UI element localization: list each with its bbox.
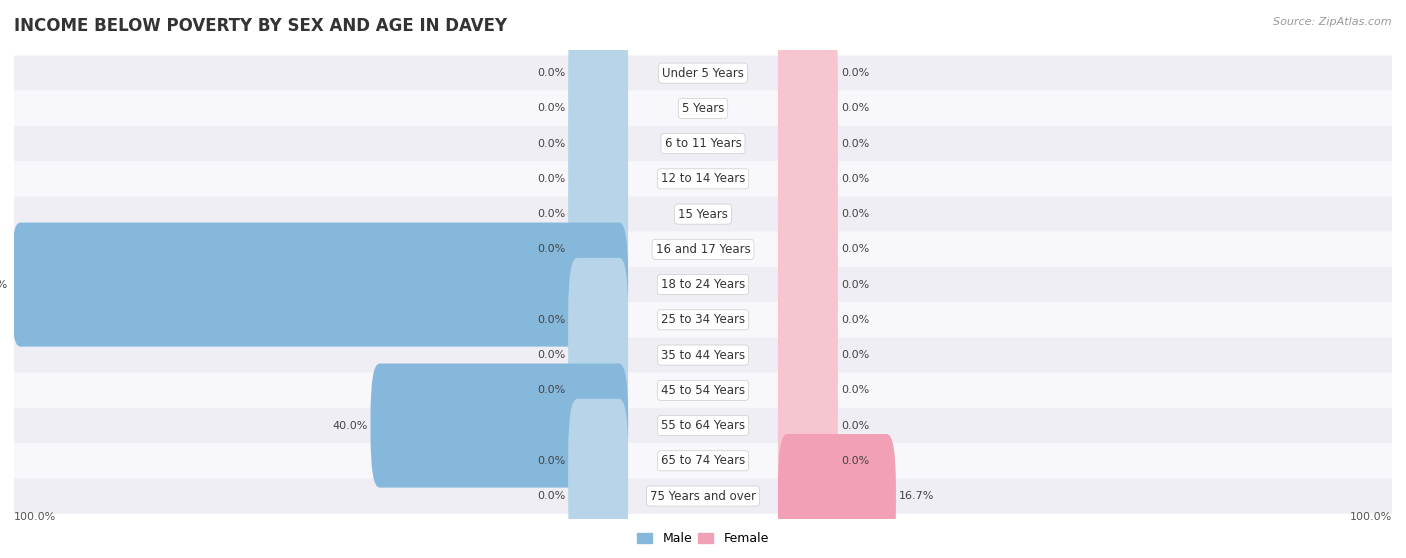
FancyBboxPatch shape: [568, 328, 628, 453]
FancyBboxPatch shape: [14, 338, 1392, 373]
Text: 16.7%: 16.7%: [898, 491, 934, 501]
FancyBboxPatch shape: [14, 443, 1392, 478]
FancyBboxPatch shape: [778, 81, 838, 206]
Text: 0.0%: 0.0%: [537, 138, 565, 148]
FancyBboxPatch shape: [778, 46, 838, 170]
FancyBboxPatch shape: [14, 373, 1392, 408]
Text: 65 to 74 Years: 65 to 74 Years: [661, 454, 745, 467]
Text: 0.0%: 0.0%: [537, 244, 565, 254]
Text: 0.0%: 0.0%: [841, 138, 869, 148]
Text: 25 to 34 Years: 25 to 34 Years: [661, 314, 745, 326]
Text: 100.0%: 100.0%: [1350, 512, 1392, 522]
FancyBboxPatch shape: [14, 161, 1392, 196]
FancyBboxPatch shape: [14, 408, 1392, 443]
Text: Under 5 Years: Under 5 Years: [662, 66, 744, 80]
FancyBboxPatch shape: [778, 258, 838, 382]
FancyBboxPatch shape: [14, 267, 1392, 302]
Text: 0.0%: 0.0%: [537, 350, 565, 360]
FancyBboxPatch shape: [14, 126, 1392, 161]
FancyBboxPatch shape: [568, 117, 628, 241]
FancyBboxPatch shape: [568, 152, 628, 276]
Text: 0.0%: 0.0%: [841, 421, 869, 431]
Text: 6 to 11 Years: 6 to 11 Years: [665, 137, 741, 150]
FancyBboxPatch shape: [778, 152, 838, 276]
Text: 0.0%: 0.0%: [537, 491, 565, 501]
Text: 0.0%: 0.0%: [537, 315, 565, 325]
FancyBboxPatch shape: [568, 11, 628, 135]
FancyBboxPatch shape: [778, 399, 838, 523]
Text: 0.0%: 0.0%: [841, 456, 869, 466]
FancyBboxPatch shape: [778, 328, 838, 453]
FancyBboxPatch shape: [778, 434, 896, 558]
Text: 0.0%: 0.0%: [841, 350, 869, 360]
FancyBboxPatch shape: [568, 293, 628, 417]
Text: 0.0%: 0.0%: [841, 209, 869, 219]
FancyBboxPatch shape: [778, 117, 838, 241]
Text: Source: ZipAtlas.com: Source: ZipAtlas.com: [1274, 17, 1392, 27]
Text: 0.0%: 0.0%: [841, 103, 869, 113]
FancyBboxPatch shape: [14, 91, 1392, 126]
Text: 0.0%: 0.0%: [537, 68, 565, 78]
FancyBboxPatch shape: [568, 46, 628, 170]
FancyBboxPatch shape: [11, 223, 628, 347]
FancyBboxPatch shape: [14, 302, 1392, 338]
FancyBboxPatch shape: [778, 363, 838, 488]
FancyBboxPatch shape: [778, 293, 838, 417]
FancyBboxPatch shape: [371, 363, 628, 488]
Text: 0.0%: 0.0%: [841, 68, 869, 78]
Text: 0.0%: 0.0%: [841, 174, 869, 184]
Text: INCOME BELOW POVERTY BY SEX AND AGE IN DAVEY: INCOME BELOW POVERTY BY SEX AND AGE IN D…: [14, 17, 508, 35]
FancyBboxPatch shape: [568, 258, 628, 382]
Text: 18 to 24 Years: 18 to 24 Years: [661, 278, 745, 291]
FancyBboxPatch shape: [14, 196, 1392, 232]
Text: 15 Years: 15 Years: [678, 208, 728, 220]
FancyBboxPatch shape: [778, 223, 838, 347]
Text: 35 to 44 Years: 35 to 44 Years: [661, 349, 745, 362]
Text: 45 to 54 Years: 45 to 54 Years: [661, 384, 745, 397]
FancyBboxPatch shape: [568, 434, 628, 558]
Text: 5 Years: 5 Years: [682, 102, 724, 115]
FancyBboxPatch shape: [568, 399, 628, 523]
Text: 0.0%: 0.0%: [537, 174, 565, 184]
Text: 0.0%: 0.0%: [841, 244, 869, 254]
Text: 100.0%: 100.0%: [0, 280, 8, 290]
Text: 0.0%: 0.0%: [841, 280, 869, 290]
Text: 55 to 64 Years: 55 to 64 Years: [661, 419, 745, 432]
Text: 0.0%: 0.0%: [841, 315, 869, 325]
Text: 40.0%: 40.0%: [332, 421, 367, 431]
Text: 0.0%: 0.0%: [537, 386, 565, 395]
Text: 0.0%: 0.0%: [537, 456, 565, 466]
Text: 12 to 14 Years: 12 to 14 Years: [661, 172, 745, 185]
Legend: Male, Female: Male, Female: [633, 527, 773, 550]
Text: 0.0%: 0.0%: [841, 386, 869, 395]
Text: 16 and 17 Years: 16 and 17 Years: [655, 243, 751, 256]
Text: 0.0%: 0.0%: [537, 209, 565, 219]
FancyBboxPatch shape: [778, 187, 838, 311]
FancyBboxPatch shape: [568, 81, 628, 206]
FancyBboxPatch shape: [778, 11, 838, 135]
Text: 75 Years and over: 75 Years and over: [650, 489, 756, 503]
FancyBboxPatch shape: [14, 55, 1392, 91]
Text: 0.0%: 0.0%: [537, 103, 565, 113]
FancyBboxPatch shape: [14, 478, 1392, 514]
Text: 100.0%: 100.0%: [14, 512, 56, 522]
FancyBboxPatch shape: [568, 187, 628, 311]
FancyBboxPatch shape: [14, 232, 1392, 267]
